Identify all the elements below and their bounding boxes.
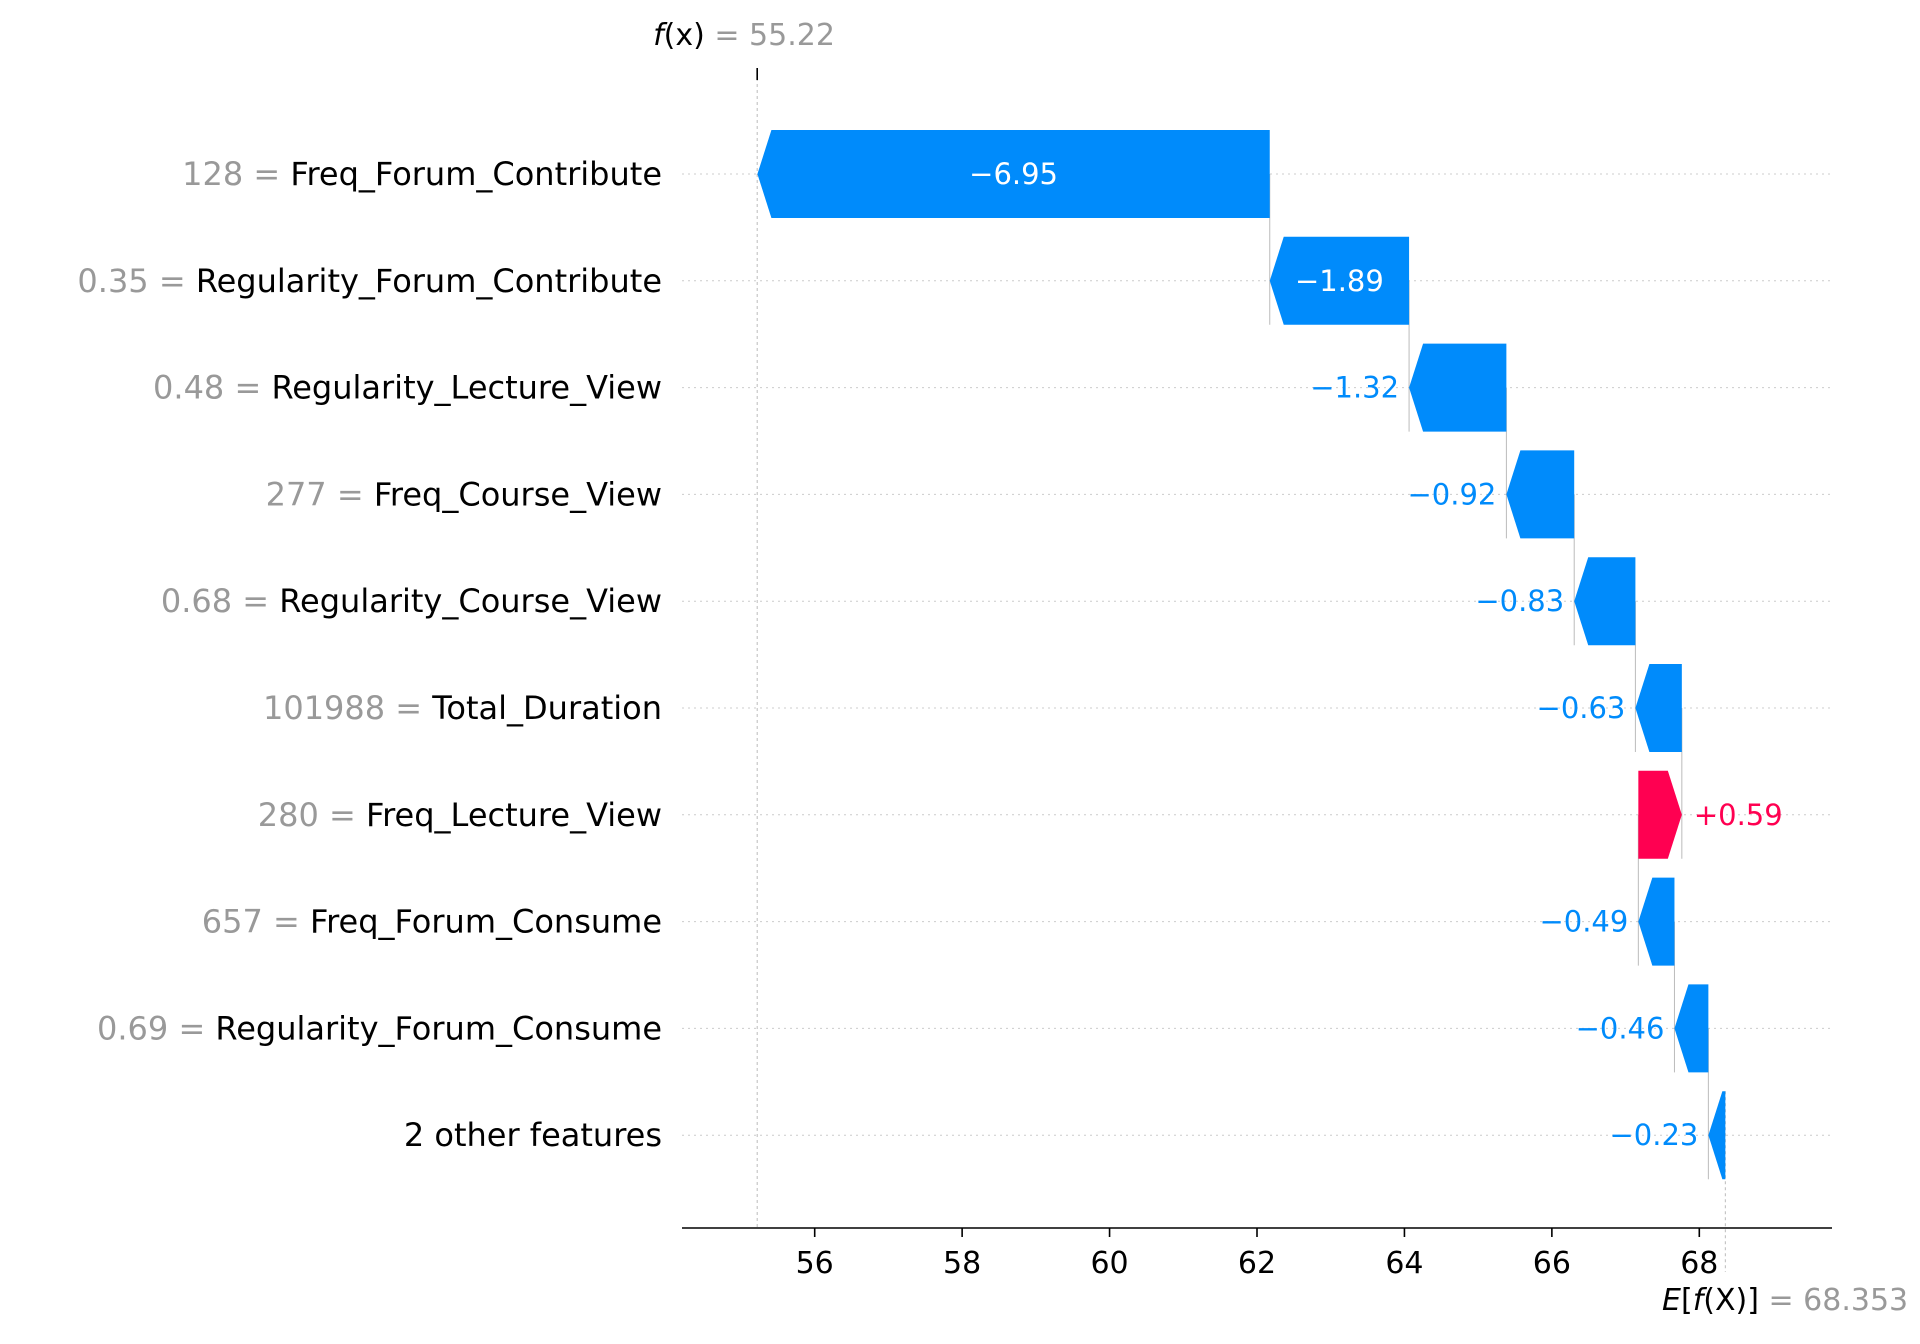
x-tick-label: 62 <box>1238 1246 1276 1281</box>
feature-name: 2 other features <box>404 1116 662 1154</box>
feature-label: 0.35 = Regularity_Forum_Contribute <box>77 262 662 300</box>
feature-value: 280 <box>258 796 319 834</box>
base-arg: (X) <box>1703 1283 1747 1318</box>
grid-layer <box>682 173 1832 1136</box>
waterfall-bar <box>1506 450 1575 539</box>
base-close: ] <box>1747 1283 1759 1318</box>
waterfall-bar <box>1574 557 1636 646</box>
feature-equals: = <box>327 475 374 513</box>
waterfall-bar <box>1635 664 1682 752</box>
base-symbol: E <box>1662 1283 1681 1318</box>
feature-equals: = <box>168 1009 215 1047</box>
reference-lines <box>756 68 1726 1272</box>
feature-equals: = <box>385 689 432 727</box>
feature-equals: = <box>263 903 310 941</box>
x-tick-label: 58 <box>943 1246 981 1281</box>
bar-layer: −6.95 −1.89 −1.32 −0.92 −0.83 −0.63 +0.59 −0.49… <box>757 130 1783 1180</box>
feature-label: 0.69 = Regularity_Forum_Consume <box>97 1009 662 1047</box>
bar-value-label: −1.89 <box>1295 264 1384 298</box>
feature-label: 128 = Freq_Forum_Contribute <box>182 155 662 193</box>
feature-label: 101988 = Total_Duration <box>263 689 662 727</box>
feature-equals: = <box>232 582 279 620</box>
feature-value: 657 <box>202 903 263 941</box>
feature-value: 0.68 <box>161 582 232 620</box>
feature-name: Total_Duration <box>431 689 662 727</box>
feature-label: 657 = Freq_Forum_Consume <box>202 903 662 941</box>
x-axis-ticks: 56 58 60 62 64 66 68 <box>796 1228 1718 1281</box>
fx-annotation: f(x) = 55.22 <box>653 18 835 53</box>
feature-name: Freq_Lecture_View <box>366 796 662 834</box>
waterfall-bar <box>757 130 1270 218</box>
waterfall-bar <box>1708 1091 1726 1180</box>
feature-equals: = <box>224 369 271 407</box>
feature-labels: 128 = Freq_Forum_Contribute 0.35 = Regula… <box>77 155 662 1154</box>
feature-name: Regularity_Course_View <box>279 582 662 620</box>
base-equals: = <box>1759 1283 1803 1318</box>
bar-value-label: −0.92 <box>1408 477 1497 511</box>
feature-equals: = <box>149 262 196 300</box>
x-tick-label: 56 <box>796 1246 834 1281</box>
feature-equals: = <box>243 155 290 193</box>
waterfall-bar <box>1638 770 1682 859</box>
feature-value: 128 <box>182 155 243 193</box>
base-value-annotation: E[f(X)] = 68.353 <box>1662 1283 1908 1318</box>
feature-label: 0.68 = Regularity_Course_View <box>161 582 662 620</box>
x-tick-label: 60 <box>1090 1246 1128 1281</box>
fx-arg: (x) <box>664 18 705 53</box>
feature-label: 277 = Freq_Course_View <box>266 475 662 513</box>
fx-equals: = <box>705 18 749 53</box>
feature-name: Regularity_Forum_Consume <box>215 1009 662 1047</box>
feature-label: 0.48 = Regularity_Lecture_View <box>153 369 662 407</box>
feature-name: Freq_Forum_Consume <box>310 903 662 941</box>
base-open: [ <box>1681 1283 1693 1318</box>
waterfall-bar <box>1409 343 1507 432</box>
fx-value: 55.22 <box>749 18 835 53</box>
bar-value-label: +0.59 <box>1694 798 1783 832</box>
feature-value: 0.35 <box>77 262 148 300</box>
bar-value-label: −6.95 <box>969 157 1058 191</box>
waterfall-bar <box>1269 236 1410 325</box>
feature-name: Regularity_Forum_Contribute <box>196 262 662 300</box>
bar-value-label: −0.23 <box>1610 1118 1699 1152</box>
feature-name: Freq_Forum_Contribute <box>290 155 662 193</box>
feature-equals: = <box>319 796 366 834</box>
bar-value-label: −1.32 <box>1310 371 1399 405</box>
x-tick-label: 68 <box>1680 1246 1718 1281</box>
bar-value-label: −0.63 <box>1537 691 1626 725</box>
feature-label: 280 = Freq_Lecture_View <box>258 796 662 834</box>
waterfall-bar <box>1674 984 1709 1073</box>
bar-value-label: −0.83 <box>1475 584 1564 618</box>
waterfall-bar <box>1638 877 1675 966</box>
feature-name: Freq_Course_View <box>374 475 662 513</box>
bar-value-label: −0.46 <box>1576 1011 1665 1045</box>
feature-value: 0.69 <box>97 1009 168 1047</box>
bar-value-label: −0.49 <box>1539 905 1628 939</box>
feature-label: 2 other features <box>404 1116 662 1154</box>
x-tick-label: 66 <box>1533 1246 1571 1281</box>
feature-value: 0.48 <box>153 369 224 407</box>
feature-value: 101988 <box>263 689 385 727</box>
feature-value: 277 <box>266 475 327 513</box>
base-value: 68.353 <box>1803 1283 1908 1318</box>
feature-name: Regularity_Lecture_View <box>271 369 662 407</box>
x-tick-label: 64 <box>1385 1246 1423 1281</box>
